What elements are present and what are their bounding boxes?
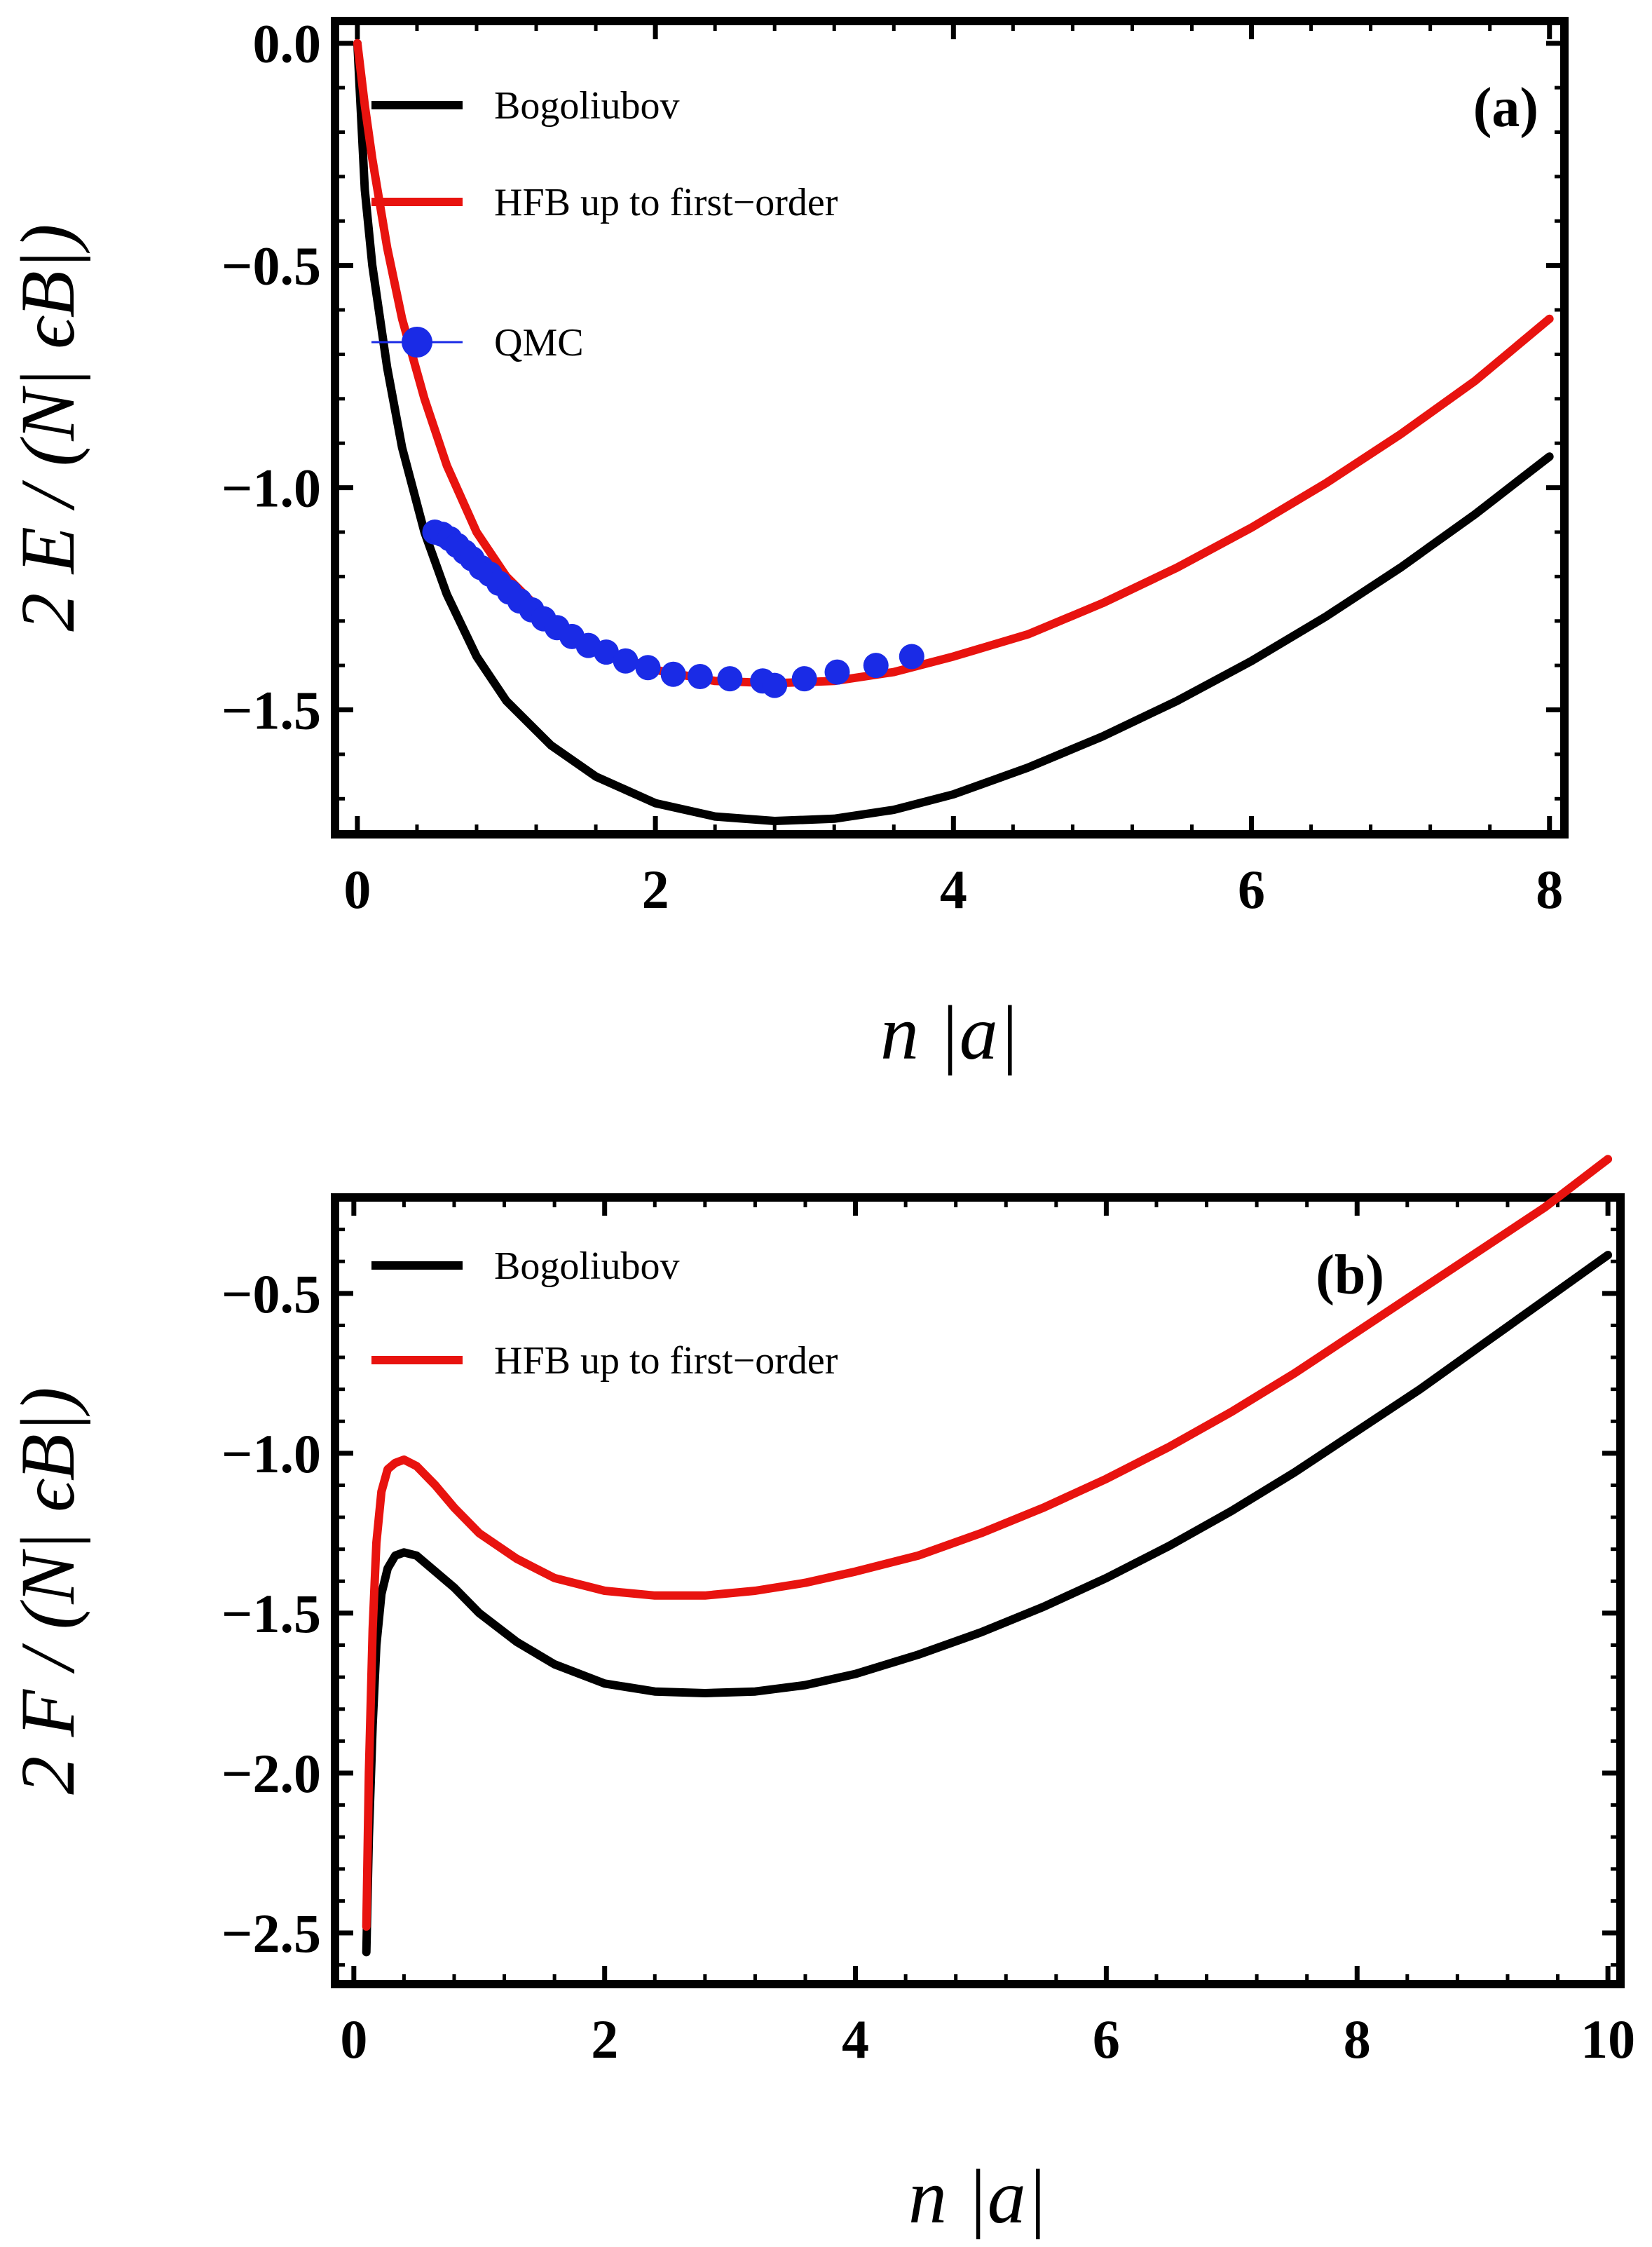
qmc-point [613, 648, 639, 674]
y-tick-label: 0.0 [253, 13, 322, 74]
y-tick-label: −1.0 [221, 1423, 321, 1484]
x-axis-label: n |a| [908, 2154, 1047, 2239]
x-tick-label: 6 [1238, 859, 1265, 920]
qmc-point [863, 653, 889, 679]
legend-label: Bogoliubov [494, 84, 679, 128]
y-tick-label: −2.0 [221, 1743, 321, 1804]
qmc-point [824, 659, 850, 685]
x-tick-label: 2 [591, 2009, 618, 2070]
x-tick-label: 10 [1581, 2009, 1635, 2070]
y-tick-label: −1.5 [221, 1583, 321, 1644]
x-axis-label: n |a| [880, 990, 1019, 1075]
panel-b: 0 2 4 6 8 10 −0.5 −1.0 −1.5 −2.0 −2.5 Bogoliubov HFB… [5, 1155, 1635, 2239]
panel-label: (b) [1316, 1244, 1384, 1306]
y-tick-label: −0.5 [221, 236, 321, 297]
qmc-point [660, 661, 686, 687]
x-tick-label: 4 [842, 2009, 869, 2070]
plot-frame [331, 1193, 1625, 1988]
x-tick-label: 0 [340, 2009, 367, 2070]
y-tick-label: −1.5 [221, 680, 321, 741]
qmc-point [687, 663, 713, 689]
x-tick-label: 8 [1344, 2009, 1371, 2070]
legend-label: Bogoliubov [494, 1244, 679, 1288]
y-tick-label: −0.5 [221, 1263, 321, 1324]
x-tick-label: 6 [1093, 2009, 1120, 2070]
qmc-point [717, 666, 743, 692]
plot-frame [331, 17, 1569, 839]
hfb-line [353, 39, 1554, 688]
bogoliubov-line [353, 39, 1554, 825]
y-tick-label: −2.5 [221, 1903, 321, 1964]
panel-a: 0 2 4 6 8 0.0 −0.5 −1.0 −1.5 Bogoliubov HFB up to … [5, 13, 1569, 1075]
legend-label: HFB up to first−order [494, 181, 838, 224]
qmc-point [899, 644, 924, 670]
qmc-point [593, 639, 619, 665]
hfb-line [362, 1155, 1613, 1931]
legend-label: HFB up to first−order [494, 1339, 838, 1383]
legend-marker [402, 327, 432, 358]
qmc-point [791, 666, 817, 692]
panel-label: (a) [1473, 77, 1538, 139]
qmc-point [762, 672, 788, 698]
qmc-point [635, 655, 661, 681]
y-axis-label: 2 F / (N| ϵB|) [5, 1387, 90, 1794]
legend-label: QMC [494, 321, 584, 365]
x-tick-label: 4 [940, 859, 967, 920]
x-tick-label: 0 [343, 859, 371, 920]
bogoliubov-line [362, 1251, 1613, 1957]
y-tick-label: −1.0 [221, 458, 321, 519]
x-tick-label: 2 [642, 859, 669, 920]
x-tick-label: 8 [1536, 859, 1563, 920]
y-axis-label: 2 E / (N| ϵB|) [5, 224, 90, 631]
